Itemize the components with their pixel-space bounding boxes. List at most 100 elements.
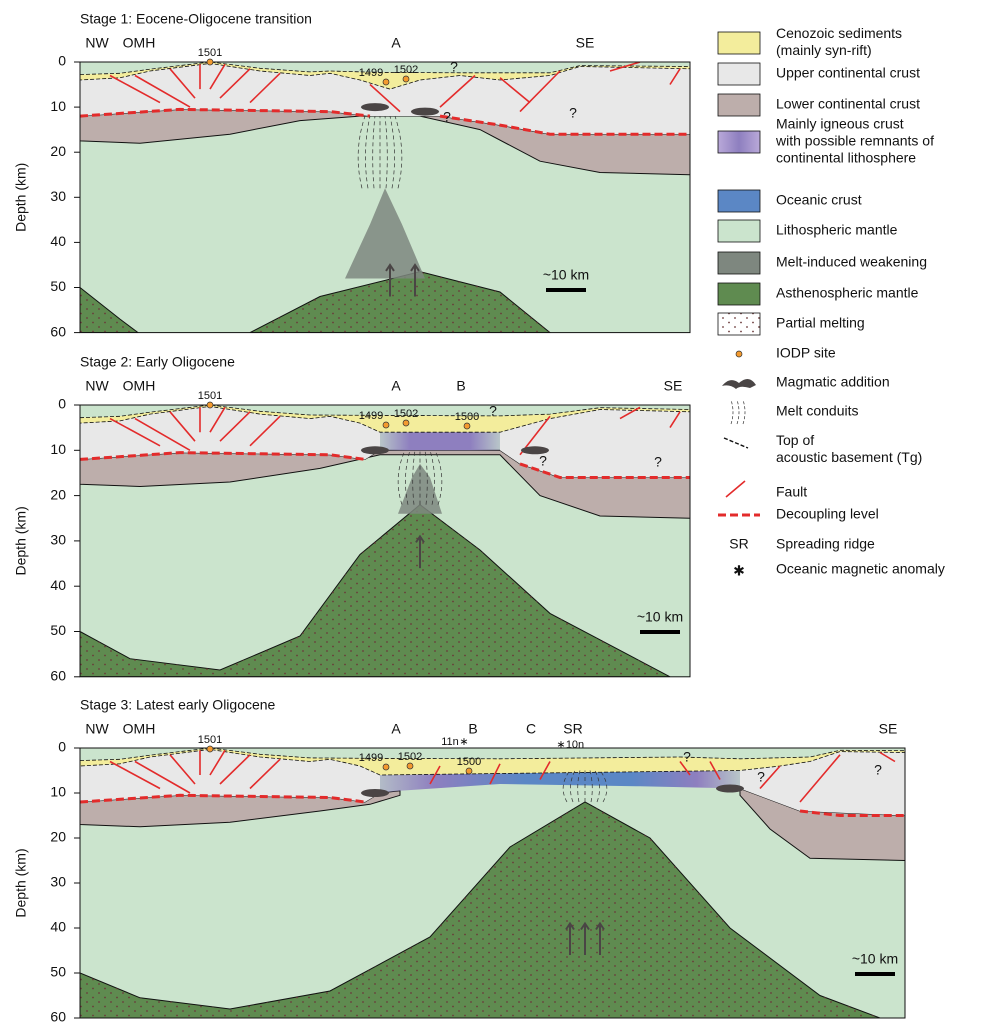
legend-swatch (717, 251, 761, 275)
magmatic-addition (361, 789, 389, 797)
y-tick-label: 30 (50, 188, 66, 204)
site-label: 1499 (359, 67, 383, 79)
legend-symbol (736, 399, 740, 425)
melt-conduit (562, 770, 571, 803)
fault (679, 761, 691, 776)
partial-melting (80, 287, 138, 333)
legend-label: Oceanic magnetic anomaly (776, 561, 945, 577)
scale-bar-label: ~10 km (637, 609, 683, 625)
location-label: C (526, 721, 536, 737)
site-label: 1501 (198, 734, 222, 746)
legend-symbol: SR (729, 536, 748, 552)
location-label: NW (85, 378, 109, 394)
fault (109, 417, 161, 447)
legend-label: with possible remnants of (775, 133, 934, 149)
legend-symbol (725, 480, 746, 498)
decoupling-level (519, 462, 690, 479)
fault (209, 63, 226, 90)
iodp-site (382, 763, 390, 771)
fault (169, 68, 196, 99)
location-label: B (468, 721, 477, 737)
melt-conduit (394, 116, 403, 189)
melt-conduit (405, 450, 411, 505)
melt-conduit (424, 450, 428, 505)
fault (209, 749, 226, 776)
question-mark: ? (654, 454, 662, 470)
iodp-site (402, 419, 410, 427)
legend-symbol (730, 399, 734, 425)
fault (169, 411, 196, 442)
legend-swatch (717, 130, 761, 154)
iodp-site (406, 762, 414, 770)
fault (134, 74, 191, 108)
iodp-site (382, 78, 390, 86)
melt-conduit (372, 116, 376, 189)
fault (429, 765, 441, 785)
legend-label: acoustic basement (Tg) (776, 449, 922, 465)
site-label: 1501 (198, 47, 222, 59)
melt-conduit (570, 770, 576, 803)
legend-swatch (717, 31, 761, 55)
legend-swatch (717, 62, 761, 86)
fault (669, 411, 681, 429)
decoupling-level (80, 451, 366, 461)
melt-conduit (357, 116, 366, 189)
location-label: SE (576, 35, 595, 51)
y-tick-label: 20 (50, 143, 66, 159)
fault (609, 62, 641, 72)
legend-label: Cenozoic sediments (776, 25, 902, 41)
decoupling-level (80, 793, 366, 804)
location-label: NW (85, 35, 109, 51)
location-label: SE (664, 378, 683, 394)
partial-melting (80, 504, 670, 677)
iodp-site (402, 75, 410, 83)
melt-conduit (434, 450, 443, 505)
y-tick-label: 60 (50, 668, 66, 684)
legend-label: Top of (776, 432, 814, 448)
location-label: SR (563, 721, 582, 737)
location-label: A (391, 721, 401, 737)
legend-label: Mainly igneous crust (776, 116, 904, 132)
sediment (80, 748, 905, 776)
y-tick-label: 20 (50, 486, 66, 502)
fault (539, 761, 551, 780)
y-tick-label: 30 (50, 874, 66, 890)
y-tick-label: 40 (50, 577, 66, 593)
legend-symbol (735, 350, 743, 358)
y-tick-label: 40 (50, 919, 66, 935)
fault (134, 417, 191, 451)
legend-label: Asthenospheric mantle (776, 285, 919, 301)
legend-label: Oceanic crust (776, 192, 862, 208)
melt-conduit (397, 450, 406, 505)
legend-label: Upper continental crust (776, 65, 920, 81)
y-axis-label: Depth (km) (13, 848, 29, 917)
fault (249, 758, 281, 790)
magmatic-addition (411, 107, 439, 116)
y-tick-label: 60 (50, 1009, 66, 1025)
iodp-site (465, 767, 473, 775)
iodp-site (206, 745, 214, 753)
y-tick-label: 50 (50, 278, 66, 294)
legend-label: Partial melting (776, 315, 865, 331)
y-tick-label: 0 (58, 739, 66, 755)
y-axis-label: Depth (km) (13, 163, 29, 232)
melt-conduit (429, 450, 435, 505)
fault (759, 765, 781, 790)
flow-arrow (595, 921, 605, 955)
melt-weakening (345, 188, 425, 279)
legend-label: Fault (776, 484, 807, 500)
upper-crust (740, 751, 905, 816)
site-label: 1502 (398, 751, 422, 763)
question-mark: ? (569, 105, 577, 121)
fault (879, 751, 896, 763)
melt-conduit (589, 770, 593, 803)
flow-arrow (410, 263, 420, 297)
legend-swatch (717, 93, 761, 117)
y-tick-label: 20 (50, 829, 66, 845)
legend-label: Lithospheric mantle (776, 222, 898, 238)
layers (80, 748, 905, 1018)
site-label: 1500 (457, 756, 481, 768)
partial-melting (250, 271, 550, 333)
site-label: 1502 (394, 64, 418, 76)
question-mark: ? (489, 403, 497, 419)
